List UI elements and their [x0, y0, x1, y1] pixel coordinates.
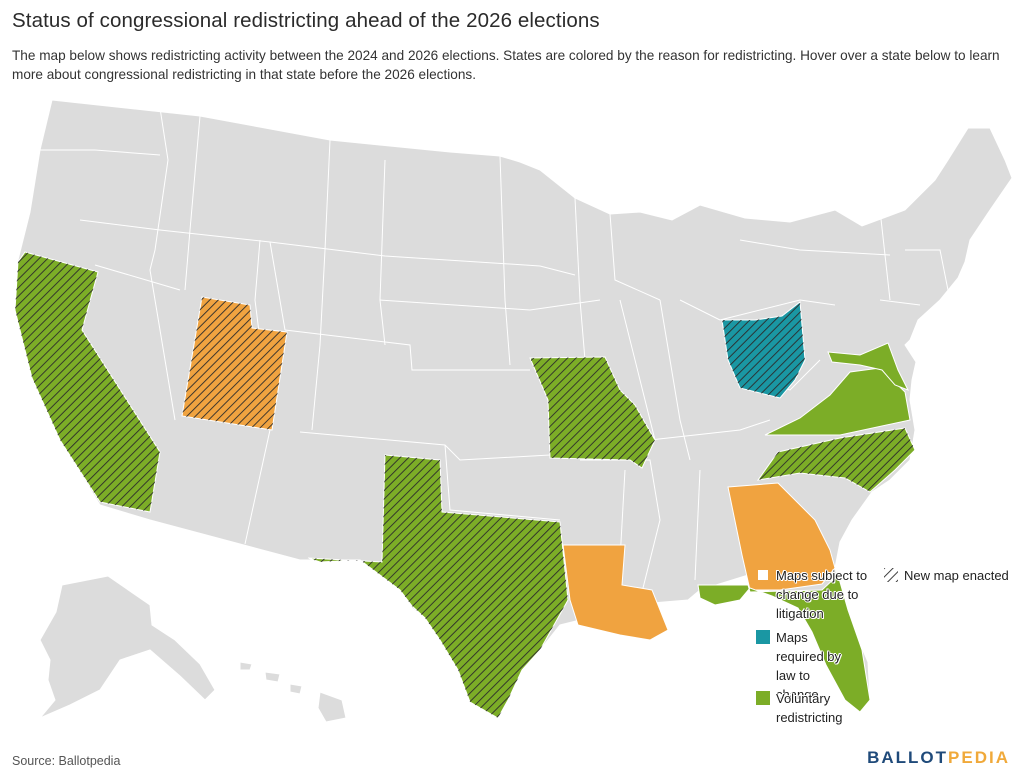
legend-label-required: Maps required by law to change — [776, 630, 842, 702]
map-subtitle: The map below shows redistricting activi… — [12, 48, 1000, 82]
legend-swatch-required — [756, 630, 770, 644]
state-florida[interactable] — [697, 574, 871, 713]
state-maryland[interactable] — [827, 342, 910, 391]
alaska-shape — [39, 575, 216, 719]
state-utah-hatch — [182, 297, 287, 430]
state-louisiana[interactable] — [562, 544, 669, 641]
legend-label-new-map: New map enacted — [904, 568, 1009, 583]
map-title: Status of congressional redistricting ah… — [12, 9, 600, 32]
state-california-hatch — [15, 252, 160, 512]
legend-item-litigation: Maps subject to change due to litigation — [756, 566, 874, 624]
logo-text-pedia: PEDIA — [948, 748, 1010, 767]
source-note: Source: Ballotpedia — [12, 754, 121, 768]
legend-item-voluntary: Voluntary redistricting — [756, 689, 874, 729]
ballotpedia-logo: BALLOTPEDIA — [867, 748, 1010, 768]
legend-swatch-litigation — [756, 568, 770, 582]
legend-label-voluntary: Voluntary redistricting — [776, 691, 843, 725]
state-texas-hatch — [308, 455, 568, 718]
legend-swatch-voluntary — [756, 691, 770, 705]
states-highlighted — [14, 251, 916, 719]
legend-item-required: Maps required by law to change — [756, 628, 874, 702]
hatch-swatch-icon — [884, 568, 898, 582]
state-missouri-hatch — [530, 357, 655, 468]
state-georgia[interactable] — [727, 482, 836, 591]
legend-item-new-map: New map enacted — [884, 566, 1019, 586]
hawaii-shape — [239, 661, 347, 723]
logo-text-ballot: BALLOT — [867, 748, 949, 767]
state-ohio-hatch — [722, 302, 805, 398]
state-north-carolina-hatch — [758, 428, 915, 492]
legend-label-litigation: Maps subject to change due to litigation — [776, 568, 868, 621]
